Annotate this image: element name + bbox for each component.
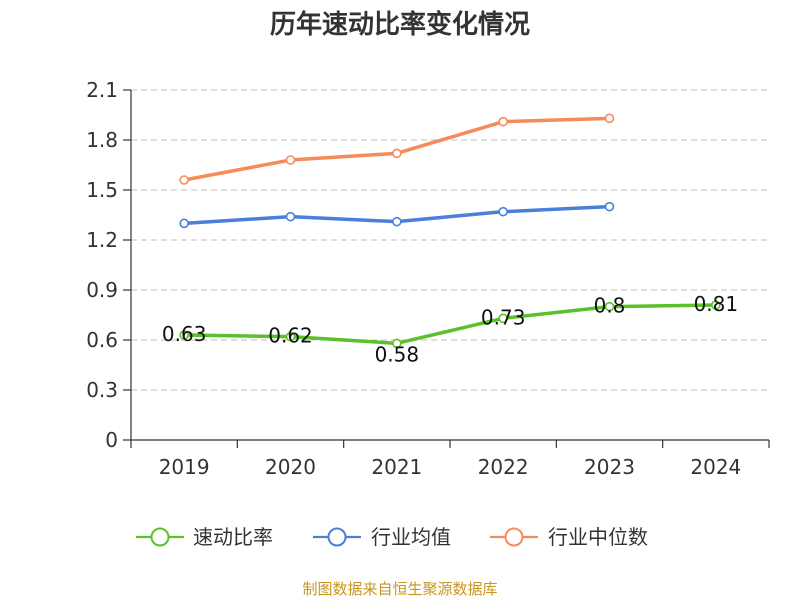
legend-label: 速动比率 — [193, 525, 273, 549]
data-label: 0.63 — [162, 322, 207, 346]
data-point — [285, 155, 296, 165]
data-point — [604, 201, 615, 212]
data-point — [179, 175, 189, 185]
y-tick-label: 0.9 — [86, 278, 118, 302]
data-label: 0.73 — [481, 305, 526, 329]
legend-label: 行业中位数 — [548, 525, 648, 549]
grid-layer — [131, 89, 769, 391]
y-tick-label: 0.6 — [86, 328, 118, 352]
legend: 速动比率 行业均值 行业中位数 — [136, 525, 648, 549]
data-point — [498, 313, 508, 324]
x-tick-label: 2019 — [159, 455, 210, 479]
data-label-layer: 0.63 0.62 0.58 0.73 0.8 0.81 — [162, 292, 738, 366]
y-tick-label: 1.2 — [86, 228, 118, 252]
data-label: 0.62 — [268, 324, 313, 348]
y-tick-label: 0.3 — [86, 378, 118, 402]
data-label: 0.81 — [694, 292, 739, 316]
data-point — [498, 206, 508, 217]
y-tick-label: 1.8 — [86, 128, 118, 152]
chart-title: 历年速动比率变化情况 — [270, 9, 530, 40]
data-point — [392, 148, 402, 159]
x-tick-label: 2024 — [690, 455, 741, 479]
data-point — [179, 218, 189, 229]
series-line-0 — [182, 303, 718, 346]
y-tick-label: 2.1 — [86, 78, 118, 102]
legend-marker — [327, 527, 347, 547]
data-point — [604, 113, 615, 124]
legend-marker — [504, 527, 524, 547]
data-point — [711, 300, 721, 310]
x-tick-label: 2023 — [584, 455, 635, 479]
x-tick-label: 2021 — [371, 455, 422, 479]
data-label: 0.8 — [594, 294, 626, 318]
data-point — [179, 330, 189, 340]
data-point — [285, 331, 296, 342]
x-tick-label: 2022 — [478, 455, 529, 479]
data-point — [285, 211, 296, 222]
data-point — [498, 116, 508, 127]
legend-label: 行业均值 — [371, 525, 451, 549]
x-tick-label: 2020 — [265, 455, 316, 479]
data-point — [604, 301, 615, 312]
data-label: 0.58 — [375, 342, 420, 366]
y-tick-label: 0 — [105, 428, 118, 452]
y-tick-label: 1.5 — [86, 178, 118, 202]
source-note: 制图数据来自恒生聚源数据库 — [302, 580, 497, 598]
data-point — [392, 338, 402, 349]
axis-layer: 0 0.3 0.6 0.9 1.2 1.5 1.8 2.1 2019 2020 2021 2022 20… — [86, 78, 770, 479]
data-point — [392, 216, 402, 227]
legend-marker — [150, 527, 170, 547]
series-layer — [179, 113, 721, 349]
